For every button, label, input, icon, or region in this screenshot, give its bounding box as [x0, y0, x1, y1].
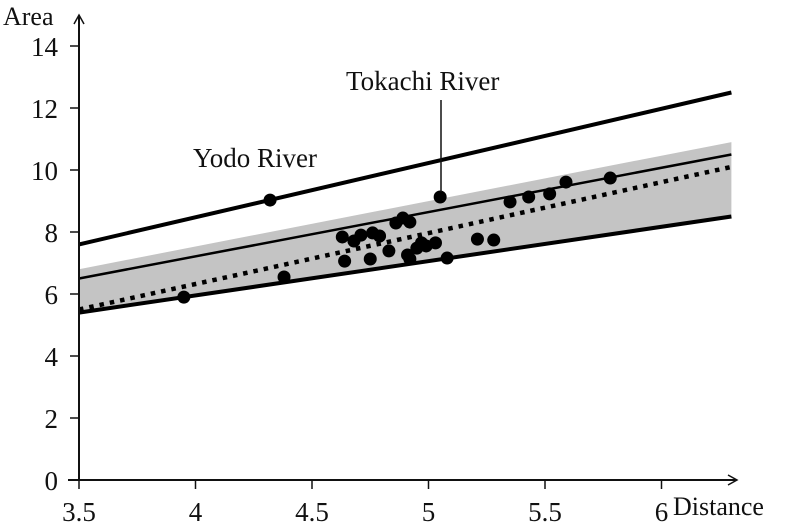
- data-point: [373, 229, 387, 243]
- data-point: [559, 175, 573, 189]
- axes: 3.5 4 4.5 5 5.5 6 0 2 4 6 8 10 12 14 Area Distance: [3, 2, 764, 527]
- y-tick-label: 4: [45, 342, 59, 372]
- y-ticks: 0 2 4 6 8 10 12 14: [31, 32, 79, 496]
- annotations: Yodo River Tokachi River: [193, 66, 499, 192]
- x-tick-label: 3.5: [62, 497, 96, 527]
- data-point: [503, 195, 517, 209]
- y-tick-label: 10: [31, 156, 58, 186]
- y-axis-label: Area: [3, 2, 54, 31]
- data-point: [277, 270, 291, 284]
- x-ticks: 3.5 4 4.5 5 5.5 6: [62, 480, 668, 527]
- x-tick-label: 4.5: [295, 497, 329, 527]
- data-points: [177, 171, 617, 304]
- y-tick-label: 14: [31, 32, 59, 62]
- y-axis-arrow-icon: [73, 13, 85, 25]
- y-tick-label: 2: [45, 404, 59, 434]
- y-tick-label: 0: [45, 466, 59, 496]
- data-point: [403, 252, 417, 266]
- data-point: [177, 290, 191, 304]
- data-point: [470, 232, 484, 246]
- data-point: [487, 233, 501, 247]
- data-point: [433, 190, 447, 204]
- x-axis-label: Distance: [673, 492, 764, 521]
- data-point: [363, 252, 377, 266]
- data-point: [543, 187, 557, 201]
- annotation-yodo-river: Yodo River: [193, 143, 317, 173]
- y-tick-label: 8: [45, 218, 59, 248]
- data-point: [603, 171, 617, 185]
- x-tick-label: 5.5: [528, 497, 562, 527]
- x-tick-label: 5: [422, 497, 436, 527]
- data-point: [382, 244, 396, 258]
- x-tick-label: 6: [655, 497, 669, 527]
- data-point: [335, 230, 349, 244]
- data-point: [403, 215, 417, 229]
- data-point: [263, 193, 277, 207]
- x-tick-label: 4: [189, 497, 203, 527]
- y-tick-label: 12: [31, 94, 58, 124]
- data-point: [522, 190, 536, 204]
- data-point: [428, 236, 442, 250]
- data-point: [440, 251, 454, 265]
- data-point: [354, 228, 368, 242]
- upper-bound-line: [78, 90, 732, 247]
- annotation-tokachi-river: Tokachi River: [346, 66, 499, 96]
- x-axis-arrow-icon: [727, 474, 739, 486]
- data-point: [338, 254, 352, 268]
- y-tick-label: 6: [45, 280, 59, 310]
- dotted-fit-line: [78, 164, 732, 312]
